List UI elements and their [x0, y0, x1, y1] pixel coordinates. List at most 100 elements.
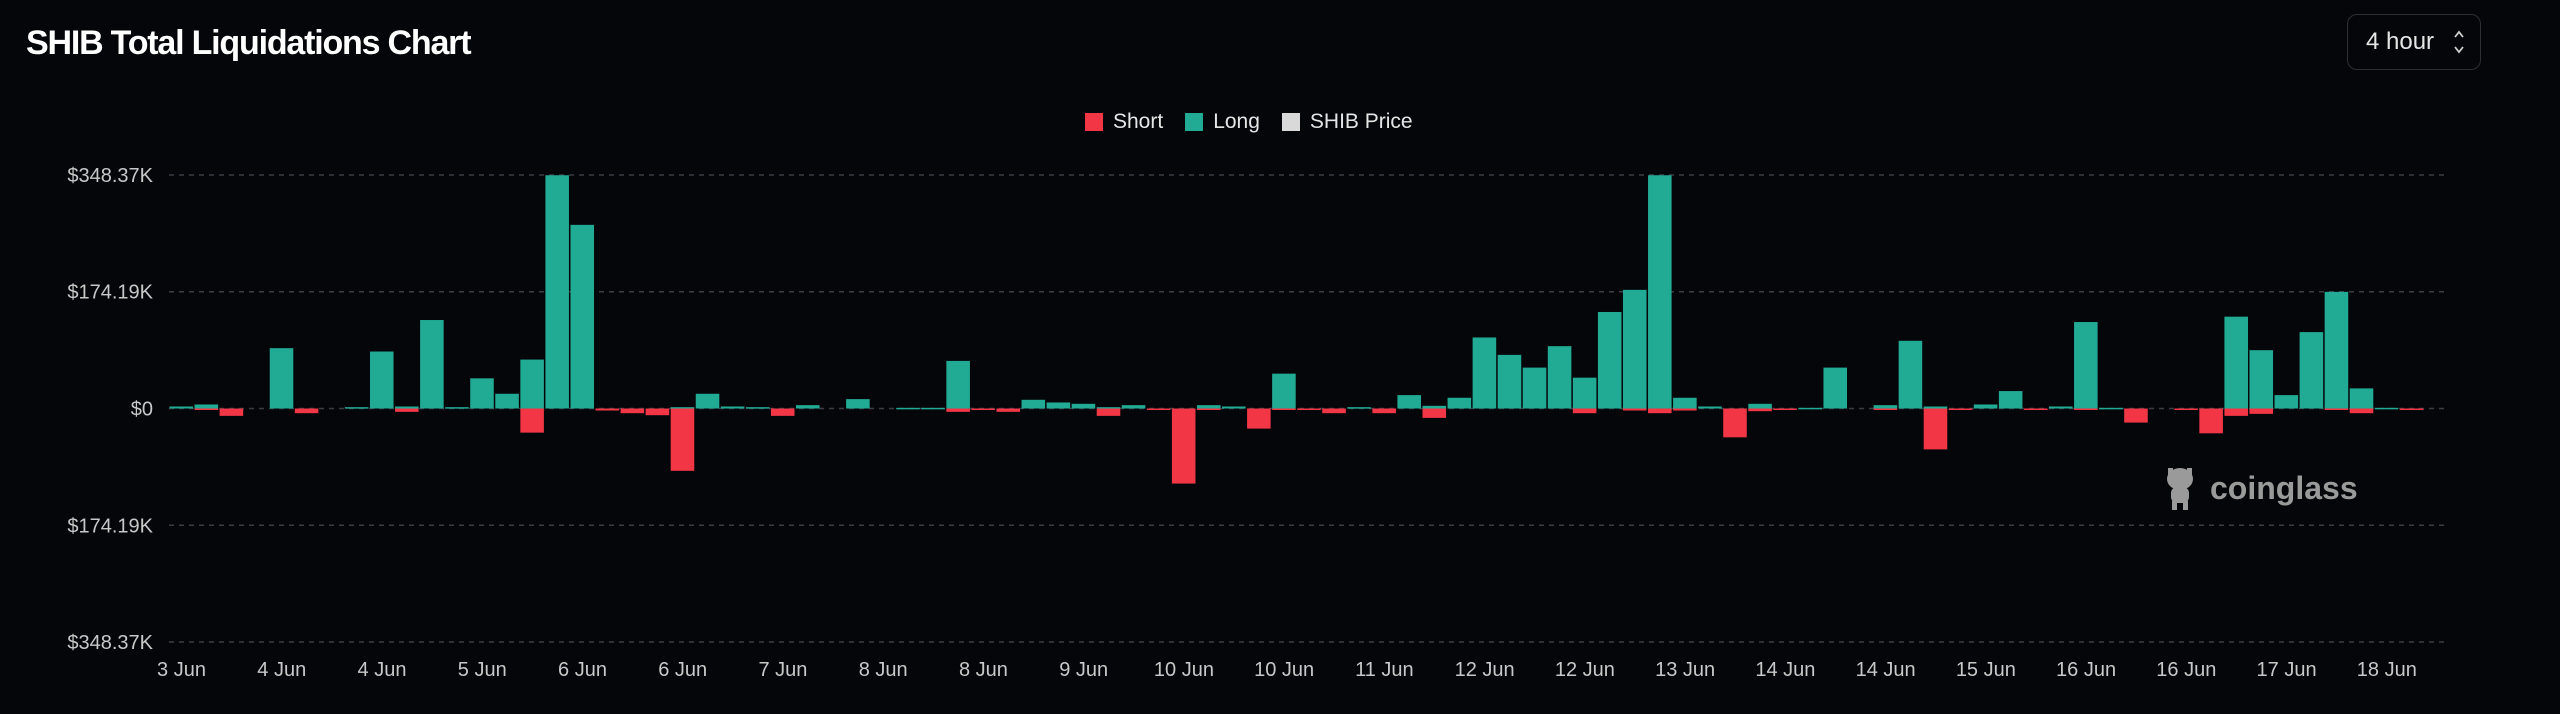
x-tick-label: 16 Jun: [2056, 659, 2116, 681]
legend-label-long: Long: [1213, 110, 1260, 133]
short-bar: [1648, 408, 1672, 414]
short-bar: [2074, 408, 2098, 410]
x-tick-label: 6 Jun: [658, 659, 707, 681]
long-bar: [695, 393, 720, 409]
short-bar: [670, 408, 695, 471]
short-bar: [1171, 408, 1196, 484]
long-bar: [921, 407, 945, 410]
short-bar: [770, 408, 795, 416]
short-bar: [1272, 408, 1296, 410]
legend-swatch-price: [1281, 113, 1300, 131]
x-tick-label: 5 Jun: [458, 659, 507, 681]
short-bar: [1372, 408, 1396, 414]
long-bar: [670, 407, 695, 409]
x-tick-label: 7 Jun: [759, 659, 808, 681]
long-bar: [1272, 373, 1296, 409]
legend-item-long[interactable]: Long: [1185, 110, 1260, 134]
interval-value: 4 hour: [2366, 28, 2435, 55]
short-bar: [595, 408, 620, 411]
long-bar: [1597, 311, 1622, 409]
chart-legend: Short Long SHIB Price: [1085, 110, 1413, 134]
legend-item-short[interactable]: Short: [1085, 110, 1163, 134]
short-bar: [294, 408, 319, 414]
short-bar: [1297, 408, 1321, 410]
x-tick-label: 14 Jun: [1755, 659, 1815, 681]
long-bar: [2299, 332, 2324, 409]
short-bar: [1948, 408, 1973, 410]
long-bar: [545, 175, 569, 409]
short-bar: [2124, 408, 2148, 423]
long-bar: [1673, 397, 1697, 409]
long-bar: [1497, 354, 1522, 409]
short-bar: [996, 408, 1021, 412]
y-tick-label: $348.37K: [67, 165, 153, 187]
short-bar: [1748, 408, 1772, 412]
short-bar: [1773, 408, 1797, 410]
long-bar: [395, 406, 419, 409]
short-bar: [2249, 408, 2274, 414]
long-bar: [495, 393, 519, 409]
long-bar: [1422, 405, 1447, 409]
short-bar: [2023, 408, 2048, 410]
long-bar: [470, 378, 494, 409]
long-bar: [1522, 367, 1547, 409]
long-bar: [796, 405, 820, 409]
long-bar: [169, 406, 194, 409]
long-bar: [1998, 391, 2023, 409]
long-bar: [2224, 316, 2248, 409]
long-bar: [1447, 397, 1472, 409]
long-bar: [1121, 405, 1146, 409]
short-bar: [1873, 408, 1898, 410]
short-bar: [1923, 408, 1948, 450]
x-tick-label: 17 Jun: [2257, 659, 2317, 681]
long-bar: [2274, 395, 2299, 409]
coinglass-logo-icon: [2167, 468, 2193, 510]
long-bar: [369, 351, 394, 409]
long-bar: [344, 407, 369, 409]
coinglass-watermark: coinglass: [2158, 465, 2358, 511]
long-bar: [1648, 175, 1672, 409]
long-bar: [420, 320, 444, 409]
long-bar: [1698, 406, 1722, 409]
short-bar: [520, 408, 544, 433]
x-tick-label: 12 Jun: [1455, 659, 1515, 681]
x-tick-label: 11 Jun: [1355, 659, 1414, 681]
long-bar: [1572, 377, 1597, 409]
short-bar: [2199, 408, 2223, 434]
long-bar: [1196, 405, 1221, 409]
watermark-text: coinglass: [2210, 469, 2358, 506]
x-tick-label: 10 Jun: [1154, 659, 1214, 681]
long-bar: [1873, 405, 1898, 409]
long-bar: [1021, 399, 1046, 409]
legend-item-price[interactable]: SHIB Price: [1281, 110, 1413, 134]
x-tick-label: 8 Jun: [959, 659, 1008, 681]
long-bar: [1823, 367, 1848, 409]
short-bar: [2224, 408, 2248, 416]
x-tick-label: 3 Jun: [157, 659, 206, 681]
short-bar: [620, 408, 645, 414]
long-bar: [2049, 406, 2073, 409]
long-bar: [1046, 402, 1071, 409]
short-bar: [1146, 408, 1171, 410]
y-tick-label: $0: [131, 399, 153, 421]
short-bar: [2349, 408, 2374, 414]
long-bar: [1071, 403, 1096, 409]
short-bar: [645, 408, 670, 416]
long-bar: [2349, 388, 2374, 409]
short-bar: [1622, 408, 1647, 411]
long-bar: [2074, 322, 2098, 409]
x-tick-label: 16 Jun: [2156, 659, 2216, 681]
legend-swatch-short: [1085, 113, 1103, 131]
short-bar: [1196, 408, 1221, 410]
long-bar: [720, 406, 745, 409]
long-bar: [896, 407, 920, 410]
legend-label-short: Short: [1113, 110, 1164, 133]
long-bar: [1923, 406, 1948, 409]
long-bar: [445, 407, 469, 409]
interval-select[interactable]: 4 hour: [2347, 14, 2481, 70]
short-bar: [1322, 408, 1346, 414]
short-bar: [1673, 408, 1697, 411]
legend-swatch-long: [1185, 113, 1204, 131]
x-tick-label: 9 Jun: [1059, 659, 1108, 681]
